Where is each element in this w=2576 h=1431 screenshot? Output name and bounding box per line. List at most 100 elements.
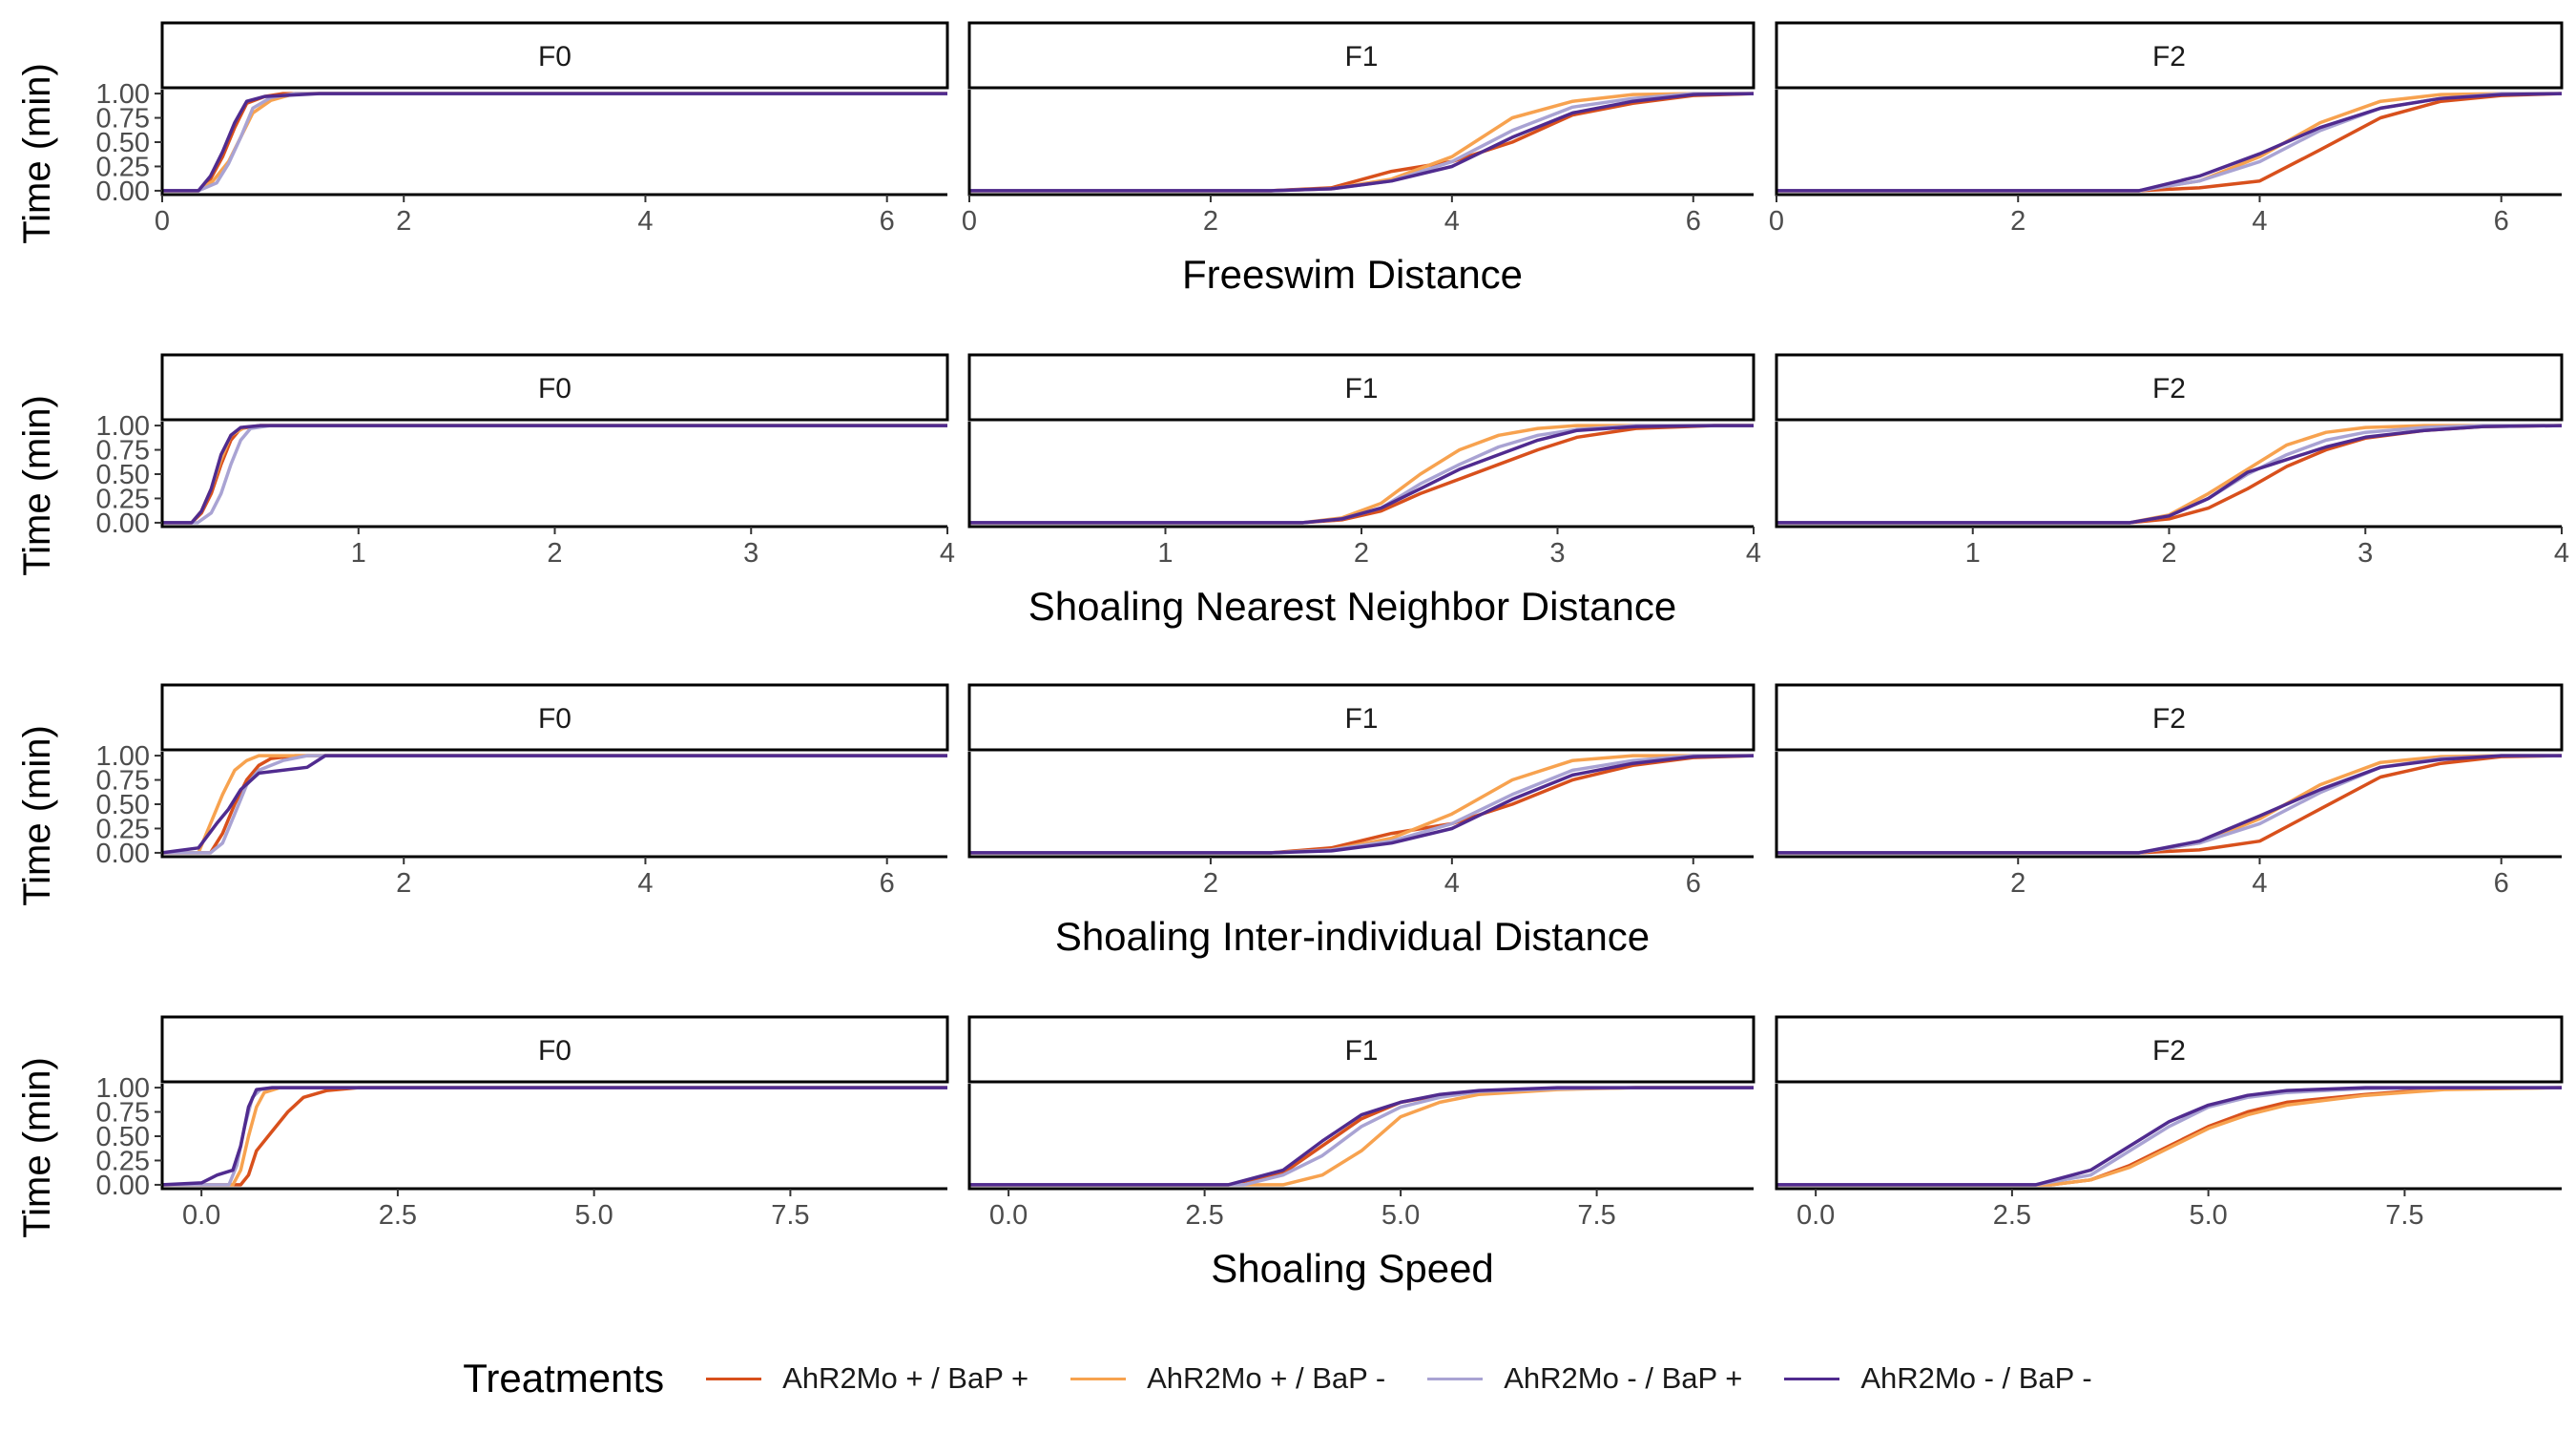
x-tick-label: 1 [1965,538,1981,569]
legend-key-line [1070,1377,1127,1380]
panel-freeswim-distance-f0: F0 0 2 4 6 0.000.250.500.751.00 [96,21,949,237]
facet-label: F2 [2152,1035,2186,1067]
y-tick-label: 0.50 [96,460,150,490]
facet-label: F0 [538,373,571,404]
series-line-ahr2mo-bap [969,92,1754,193]
x-axis-title: Shoaling Nearest Neighbor Distance [1028,584,1676,629]
x-tick-label: 7.5 [771,1200,809,1231]
y-tick-label: 0.75 [96,766,150,797]
facet-label: F0 [538,1035,571,1067]
series-group [969,1086,1754,1187]
y-axis-label: Time (min) [16,395,58,576]
x-tick-label: 5.0 [574,1200,613,1231]
y-tick-label: 0.00 [96,1171,150,1201]
facet-strip [160,21,949,90]
y-tick-label: 1.00 [96,79,150,110]
series-group [969,92,1755,193]
x-tick-label: 2 [1354,538,1369,569]
series-line-ahr2mo-bap [1776,92,2562,193]
x-tick-label: 6 [2494,206,2509,237]
panel-shoaling-nearest-neighbor-distance-f1: F1 1 2 3 4 [967,353,1761,569]
x-tick-label: 7.5 [1577,1200,1615,1231]
x-tick-label: 2.5 [1993,1200,2031,1231]
series-line-ahr2mo-bap [969,1086,1754,1187]
series-line-ahr2mo-bap [162,424,947,525]
series-line-ahr2mo-bap [162,92,947,193]
series-line-ahr2mo-bap [969,754,1754,855]
x-tick-label: 4 [1444,206,1460,237]
x-tick-label: 1 [1157,538,1173,569]
series-line-ahr2mo-bap [1776,1086,2562,1187]
facet-strip [1775,353,2564,422]
series-group [162,92,947,193]
legend-item-ahr2mo-pos-bap-neg: AhR2Mo + / BaP - [1070,1361,1385,1396]
x-tick-label: 0 [155,206,170,237]
y-tick-label: 0.75 [96,104,150,135]
series-line-ahr2mo-bap [1776,92,2563,193]
panel-shoaling-inter-individual-distance-f0: F0 2 4 6 0.000.250.500.751.00 [96,683,949,899]
facet-strip [1775,683,2564,752]
facet-label: F1 [1344,703,1378,735]
y-tick-label: 0.00 [96,508,150,539]
panel-shoaling-speed-f1: F1 0.0 2.5 5.0 7.5 [967,1015,1755,1231]
series-line-ahr2mo-bap [969,1086,1754,1187]
facet-strip [967,353,1755,422]
panel-shoaling-speed-f2: F2 0.0 2.5 5.0 7.5 [1775,1015,2564,1231]
series-line-ahr2mo-bap [969,754,1755,855]
x-tick-label: 0.0 [989,1200,1028,1231]
y-tick-label: 0.75 [96,1098,150,1129]
series-line-ahr2mo-bap [969,424,1754,525]
x-tick-label: 6 [2494,868,2509,899]
series-line-ahr2mo-bap [969,754,1754,855]
series-line-ahr2mo-bap [1776,1086,2562,1187]
y-tick-label: 0.50 [96,1122,150,1152]
y-axis-label: Time (min) [16,725,58,906]
x-tick-label: 3 [2358,538,2373,569]
y-tick-label: 0.25 [96,152,150,182]
facet-strip [967,683,1755,752]
y-tick-label: 0.50 [96,128,150,158]
facet-label: F0 [538,41,571,73]
panel-shoaling-nearest-neighbor-distance-f2: F2 1 2 3 4 [1775,353,2569,569]
x-tick-label: 4 [2554,538,2569,569]
legend-key-line [1427,1377,1484,1380]
x-tick-label: 2 [2010,206,2025,237]
row-shoaling-speed: Time (min) Shoaling Speed F0 0.0 2.5 5.0 7.5 0.… [16,1015,2564,1291]
series-line-ahr2mo-bap [1776,424,2562,525]
series-group [1776,754,2563,855]
facet-label: F2 [2152,703,2186,735]
facet-label: F0 [538,703,571,735]
series-line-ahr2mo-bap [1776,754,2562,855]
facet-strip [967,1015,1755,1084]
facet-label: F1 [1344,41,1378,73]
legend-key-line [706,1377,762,1380]
series-line-ahr2mo-bap [162,1086,947,1187]
x-tick-label: 5.0 [2189,1200,2227,1231]
x-tick-label: 6 [1686,868,1701,899]
x-tick-label: 4 [1444,868,1460,899]
panel-shoaling-nearest-neighbor-distance-f0: F0 1 2 3 4 0.000.250.500.751.00 [96,353,955,569]
series-line-ahr2mo-bap [1776,754,2562,855]
facet-label: F1 [1344,1035,1378,1067]
x-tick-label: 3 [1549,538,1565,569]
y-tick-label: 1.00 [96,1073,150,1104]
series-line-ahr2mo-bap [162,92,947,193]
legend-label: AhR2Mo - / BaP - [1860,1361,2092,1395]
series-group [161,1086,947,1187]
series-line-ahr2mo-bap [162,424,947,525]
x-tick-label: 2 [396,868,411,899]
series-group [162,424,947,525]
legend: Treatments AhR2Mo + / BaP + AhR2Mo + / B… [0,1340,2576,1417]
series-line-ahr2mo-bap [969,1086,1754,1187]
series-line-ahr2mo-bap [1776,424,2562,525]
row-shoaling-inter-individual-distance: Time (min) Shoaling Inter-individual Dist… [16,683,2564,959]
x-tick-label: 4 [1746,538,1761,569]
panel-freeswim-distance-f1: F1 0 2 4 6 [962,21,1755,237]
series-line-ahr2mo-bap [1776,92,2563,193]
y-tick-label: 0.75 [96,436,150,467]
x-tick-label: 6 [1686,206,1701,237]
y-tick-label: 0.00 [96,176,150,207]
facet-strip [160,683,949,752]
x-tick-label: 4 [637,206,653,237]
series-line-ahr2mo-bap [1776,424,2563,525]
